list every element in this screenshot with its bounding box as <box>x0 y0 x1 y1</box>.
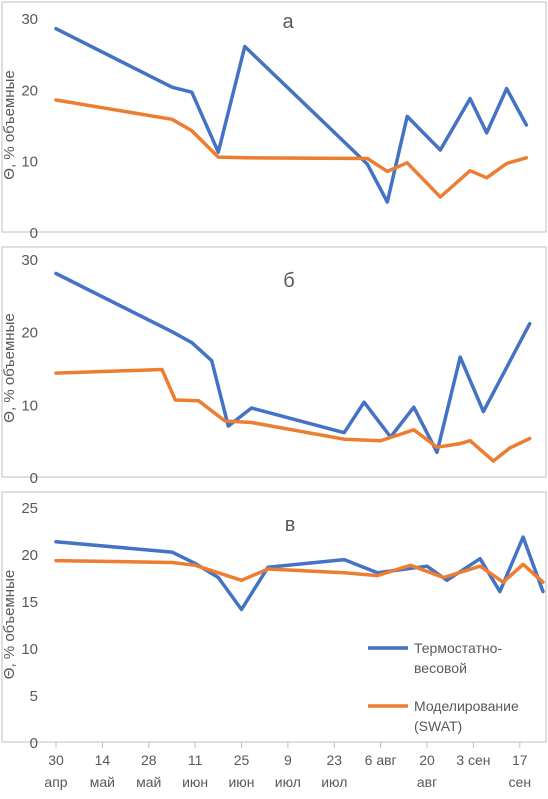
y-axis-label: Θ, % объемные <box>1 570 18 679</box>
series-line-swat <box>54 367 532 463</box>
x-tick-label: 17 <box>512 752 528 768</box>
x-tick-label: 6 авг <box>365 752 397 768</box>
x-tick-label: 28 <box>141 752 157 768</box>
y-tick-label: 0 <box>30 470 38 487</box>
x-tick-label-month: сен <box>509 774 532 790</box>
x-tick-label: 20 <box>419 752 435 768</box>
x-tick-label-month: май <box>90 774 115 790</box>
y-tick-label: 10 <box>21 641 38 658</box>
y-axis-label: Θ, % объемные <box>1 70 18 179</box>
legend: Термостатно-весовой Моделирование (SWAT) <box>368 640 519 734</box>
y-tick-label: 10 <box>21 397 38 414</box>
x-tick-label-month: июн <box>228 774 254 790</box>
chart-panel-a: 0 10 20 30 Θ, % объемные а <box>1 1 547 242</box>
x-tick-label-month: апр <box>44 774 67 790</box>
y-tick-label: 5 <box>30 688 38 705</box>
series-line-thermostat <box>54 535 545 612</box>
legend-label-swat: Моделирование <box>414 698 519 714</box>
y-tick-label: 15 <box>21 594 38 611</box>
y-tick-label: 20 <box>21 82 38 99</box>
panel-title: б <box>283 270 294 292</box>
panel-title: а <box>282 11 294 33</box>
chart-panel-b: 0 10 20 30 Θ, % объемные б <box>1 246 547 487</box>
series-line-thermostat <box>54 26 529 204</box>
series-line-thermostat <box>54 271 532 455</box>
y-tick-label: 25 <box>21 500 38 517</box>
x-tick-label-month: июл <box>275 774 301 790</box>
y-tick-label: 30 <box>21 252 38 269</box>
legend-label-thermostat-2: весовой <box>414 660 467 676</box>
y-tick-label: 20 <box>21 547 38 564</box>
x-tick-label: 30 <box>48 752 64 768</box>
series-line-swat <box>54 98 529 199</box>
y-tick-label: 20 <box>21 325 38 342</box>
x-tick-label: 9 <box>284 752 292 768</box>
legend-label-swat-2: (SWAT) <box>414 718 462 734</box>
x-tick-label-month: май <box>136 774 161 790</box>
panel-title: в <box>285 514 296 536</box>
chart-panel-c: 0 5 10 15 20 25 Θ, % объемные в <box>1 491 547 752</box>
y-tick-label: 0 <box>30 735 38 752</box>
x-tick-label: 14 <box>95 752 111 768</box>
x-tick-label-month: июн <box>182 774 208 790</box>
y-tick-label: 30 <box>21 11 38 28</box>
legend-label-thermostat: Термостатно- <box>414 640 502 656</box>
x-tick-label: 25 <box>234 752 250 768</box>
x-tick-label-month: авг <box>417 774 437 790</box>
x-tick-label: 11 <box>188 752 203 768</box>
x-tick-label: 3 сен <box>456 752 490 768</box>
y-axis-label: Θ, % объемные <box>1 313 18 422</box>
y-tick-label: 10 <box>21 154 38 171</box>
x-tick-label: 23 <box>326 752 342 768</box>
x-tick-label-month: июл <box>321 774 347 790</box>
series-line-swat <box>54 558 545 584</box>
y-tick-label: 0 <box>30 225 38 242</box>
panel-border <box>1 1 547 233</box>
